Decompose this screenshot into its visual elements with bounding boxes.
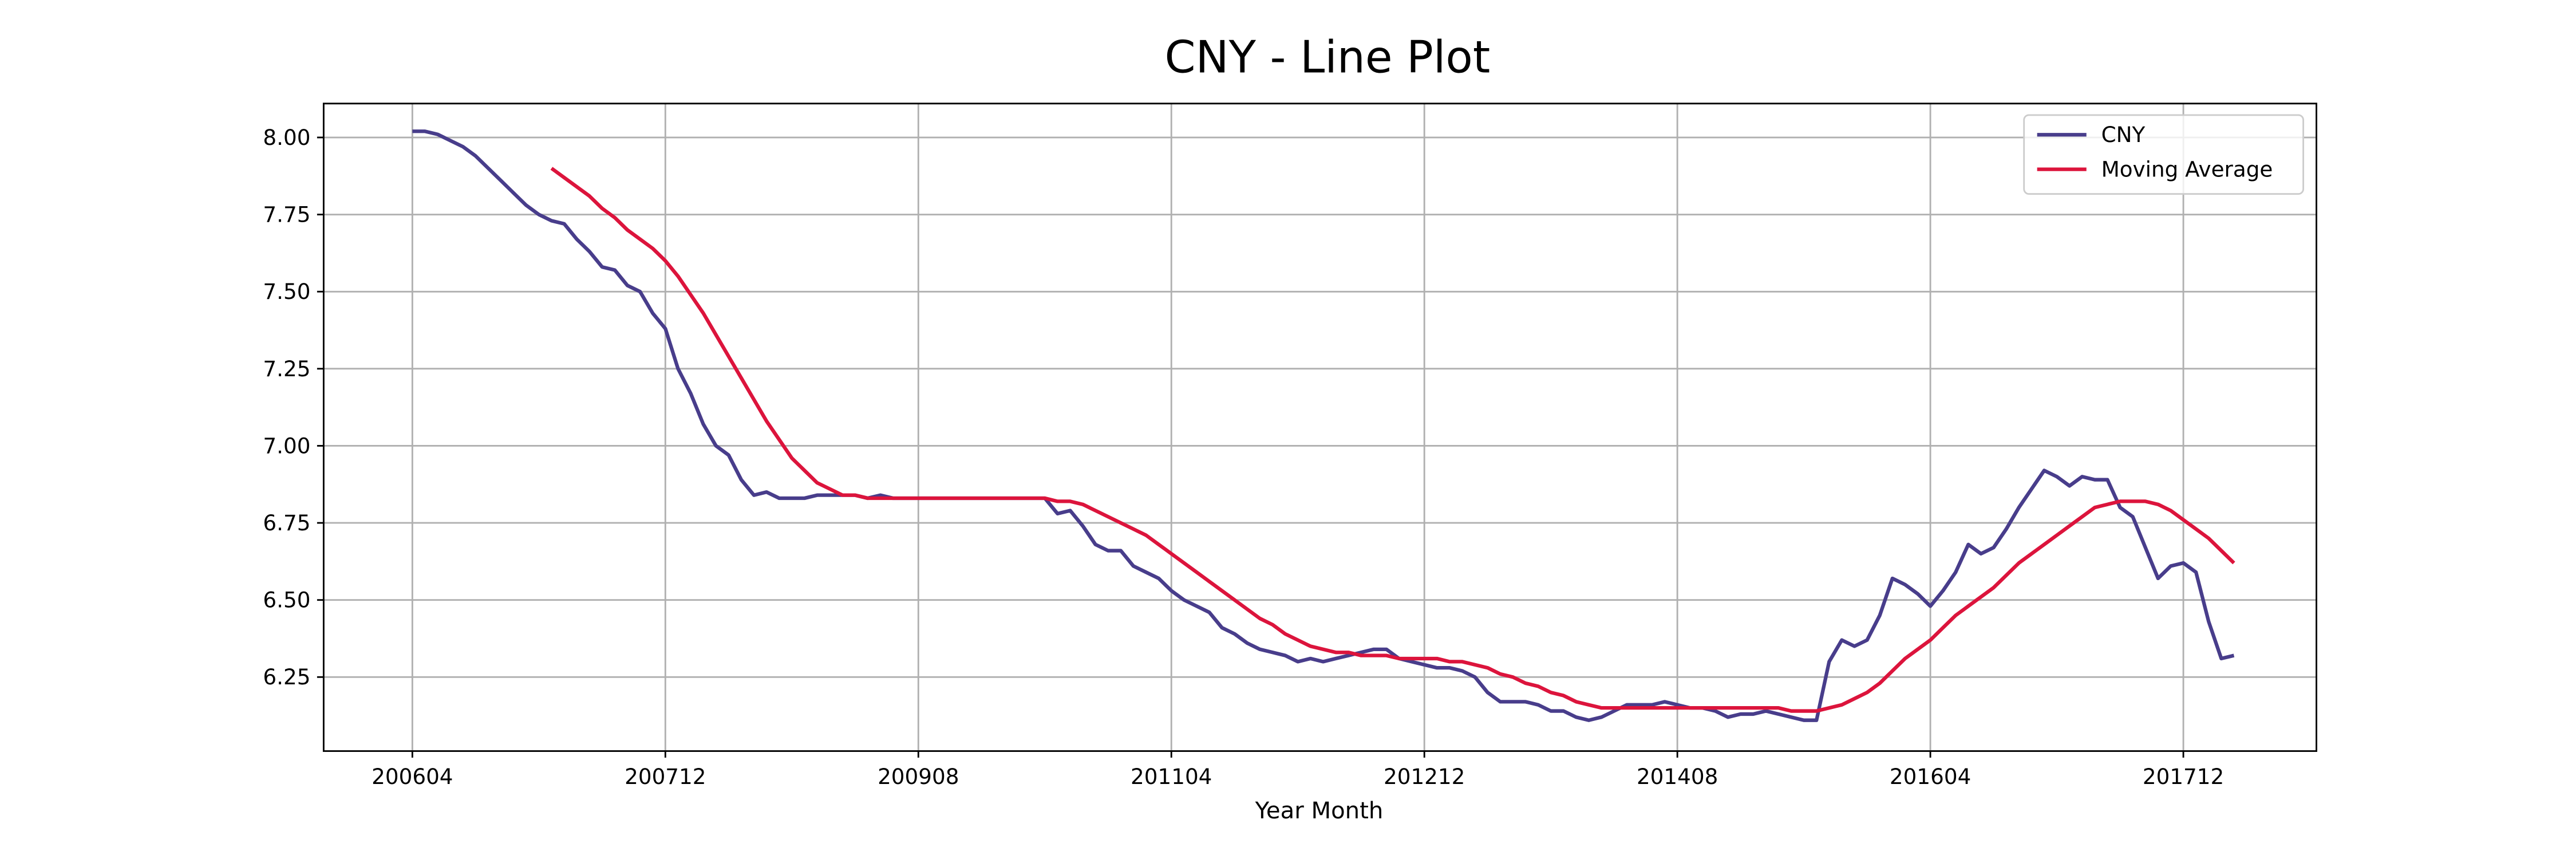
line-series <box>412 129 2235 722</box>
y-tick-label: 7.75 <box>263 202 310 227</box>
y-tick-label: 6.25 <box>263 664 310 689</box>
line-series <box>550 167 2235 713</box>
legend-label: Moving Average <box>2101 157 2273 182</box>
y-tick-label: 7.25 <box>263 356 310 381</box>
y-tick-label: 7.00 <box>263 433 310 458</box>
chart-title: CNY - Line Plot <box>1165 31 1491 83</box>
y-tick-label: 8.00 <box>263 125 310 150</box>
x-tick-label: 201212 <box>1384 764 1465 789</box>
x-tick-label: 200712 <box>625 764 706 789</box>
x-tick-label: 201604 <box>1890 764 1971 789</box>
legend-label: CNY <box>2101 122 2146 147</box>
x-tick-label: 200908 <box>878 764 959 789</box>
y-tick-label: 6.75 <box>263 510 310 535</box>
legend: CNY Moving Average <box>2023 114 2305 195</box>
y-tick-label: 7.50 <box>263 279 310 304</box>
x-tick-label: 201104 <box>1131 764 1212 789</box>
x-axis-label: Year Month <box>1255 798 1384 824</box>
y-tick-label: 6.50 <box>263 588 310 613</box>
plot-frame <box>322 103 2317 752</box>
x-tick-label: 201408 <box>1637 764 1718 789</box>
x-tick-label: 201712 <box>2143 764 2224 789</box>
legend-box <box>2023 114 2305 195</box>
x-tick-label: 200604 <box>372 764 453 789</box>
